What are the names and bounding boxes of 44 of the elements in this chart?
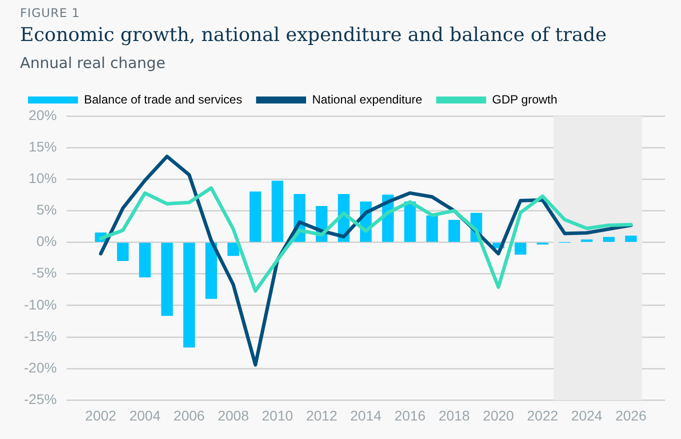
y-tick-label: 5% [36, 202, 57, 218]
caption: FIGURE 1 [20, 6, 80, 20]
bar [117, 242, 129, 261]
bar [272, 180, 284, 242]
y-tick-label: -25% [24, 391, 57, 408]
x-tick-label: 2014 [350, 407, 382, 424]
bar [580, 239, 593, 242]
x-tick-label: 2020 [482, 407, 514, 424]
y-tick-label: 0% [36, 233, 57, 250]
y-tick-label: -5% [32, 264, 57, 281]
bar [448, 220, 460, 242]
x-tick-label: 2006 [174, 407, 205, 424]
legend-label: Balance of trade and services [84, 92, 242, 106]
chart-subtitle: Annual real change [20, 54, 166, 72]
bar [227, 242, 240, 256]
legend-label: National expenditure [312, 92, 422, 106]
y-tick-label: 15% [28, 138, 57, 154]
y-tick-label: -20% [24, 359, 57, 376]
bar [404, 202, 416, 242]
bar [625, 236, 637, 242]
x-tick-label: 2002 [85, 407, 117, 424]
y-tick-label: 20% [28, 106, 57, 123]
x-tick-label: 2004 [129, 407, 161, 424]
x-tick-label: 2008 [218, 407, 250, 424]
bar [426, 215, 438, 242]
bar [161, 242, 173, 316]
y-tick-label: -15% [24, 328, 57, 344]
x-tick-label: 2016 [394, 407, 426, 424]
chart-title: Economic growth, national expenditure and balance of trade [20, 24, 607, 46]
bar [139, 242, 151, 278]
bar [183, 242, 195, 348]
bar [514, 242, 526, 255]
x-tick-label: 2022 [526, 407, 558, 424]
bar [250, 191, 262, 242]
x-tick-label: 2018 [438, 407, 470, 424]
bar [205, 242, 218, 299]
y-tick-label: 10% [28, 170, 57, 186]
x-tick-label: 2024 [571, 407, 603, 424]
x-tick-label: 2012 [306, 407, 338, 424]
y-tick-label: -10% [24, 296, 57, 312]
bar [603, 236, 615, 242]
x-tick-label: 2010 [262, 407, 294, 424]
legend-label: GDP growth [492, 92, 558, 106]
x-tick-label: 2026 [615, 407, 647, 424]
